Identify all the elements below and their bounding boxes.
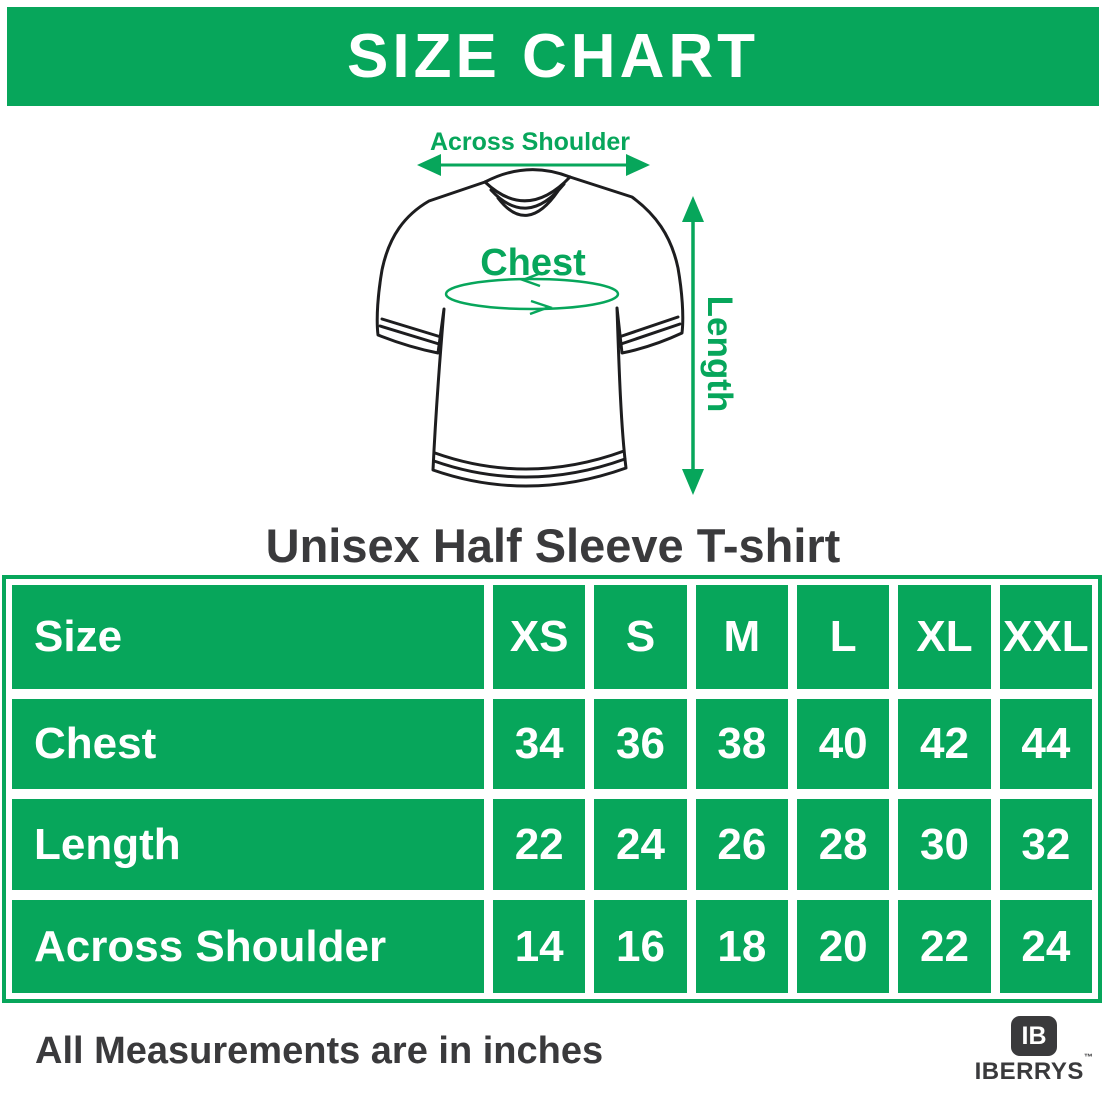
chest-annotation: Chest <box>444 242 620 316</box>
column-header-xxl: XXL <box>999 585 1092 689</box>
length-value-xs: 22 <box>493 799 586 890</box>
iberrys-logo: IB IBERRYS™ <box>974 1016 1094 1086</box>
shoulder-value-xl: 22 <box>898 900 991 993</box>
row-label-chest: Chest <box>12 699 484 789</box>
chest-value-l: 40 <box>797 699 890 789</box>
iberrys-wordmark: IBERRYS™ <box>974 1052 1094 1085</box>
shoulder-value-xs: 14 <box>493 900 586 993</box>
shoulder-value-m: 18 <box>695 900 788 993</box>
length-value-xxl: 32 <box>999 799 1092 890</box>
chest-value-xxl: 44 <box>999 699 1092 789</box>
size-table: Size XS S M L XL XXL Chest 34 36 38 40 4… <box>2 575 1102 1003</box>
across-shoulder-label: Across Shoulder <box>430 128 630 156</box>
column-header-m: M <box>695 585 788 689</box>
header-bar: SIZE CHART <box>7 7 1099 106</box>
iberrys-monogram-icon: IB <box>1011 1016 1057 1056</box>
arrowhead-left-icon <box>417 154 441 176</box>
page-title: SIZE CHART <box>347 22 759 91</box>
tshirt-outline-drawing <box>375 168 685 488</box>
measurement-note: All Measurements are in inches <box>35 1030 604 1072</box>
chest-arrow-right-icon <box>529 299 553 316</box>
length-annotation: Length <box>682 196 739 495</box>
length-value-l: 28 <box>797 799 890 890</box>
column-header-l: L <box>797 585 890 689</box>
tshirt-diagram-svg: Across Shoulder Chest Length <box>375 128 739 495</box>
column-header-s: S <box>594 585 687 689</box>
row-label-across-shoulder: Across Shoulder <box>12 900 484 993</box>
table-header-size: Size <box>12 585 484 689</box>
chest-label: Chest <box>480 242 586 284</box>
tshirt-measurement-diagram: Across Shoulder Chest Length <box>353 118 753 518</box>
column-header-xs: XS <box>493 585 586 689</box>
chest-value-xl: 42 <box>898 699 991 789</box>
trademark-symbol: ™ <box>1083 1052 1094 1062</box>
length-label: Length <box>700 296 739 413</box>
chest-arrow-left-icon <box>519 271 542 288</box>
row-label-length: Length <box>12 799 484 890</box>
shoulder-value-xxl: 24 <box>999 900 1092 993</box>
size-grid: Size XS S M L XL XXL Chest 34 36 38 40 4… <box>12 585 1092 993</box>
product-title: Unisex Half Sleeve T-shirt <box>265 519 841 572</box>
chest-value-xs: 34 <box>493 699 586 789</box>
logo-monogram-text: IB <box>1021 1021 1047 1050</box>
chest-value-m: 38 <box>695 699 788 789</box>
chest-value-s: 36 <box>594 699 687 789</box>
shoulder-value-l: 20 <box>797 900 890 993</box>
arrowhead-down-icon <box>682 469 704 495</box>
across-shoulder-annotation: Across Shoulder <box>417 128 650 176</box>
length-value-xl: 30 <box>898 799 991 890</box>
column-header-xl: XL <box>898 585 991 689</box>
arrowhead-right-icon <box>626 154 650 176</box>
length-value-s: 24 <box>594 799 687 890</box>
shoulder-value-s: 16 <box>594 900 687 993</box>
arrowhead-up-icon <box>682 196 704 222</box>
length-value-m: 26 <box>695 799 788 890</box>
